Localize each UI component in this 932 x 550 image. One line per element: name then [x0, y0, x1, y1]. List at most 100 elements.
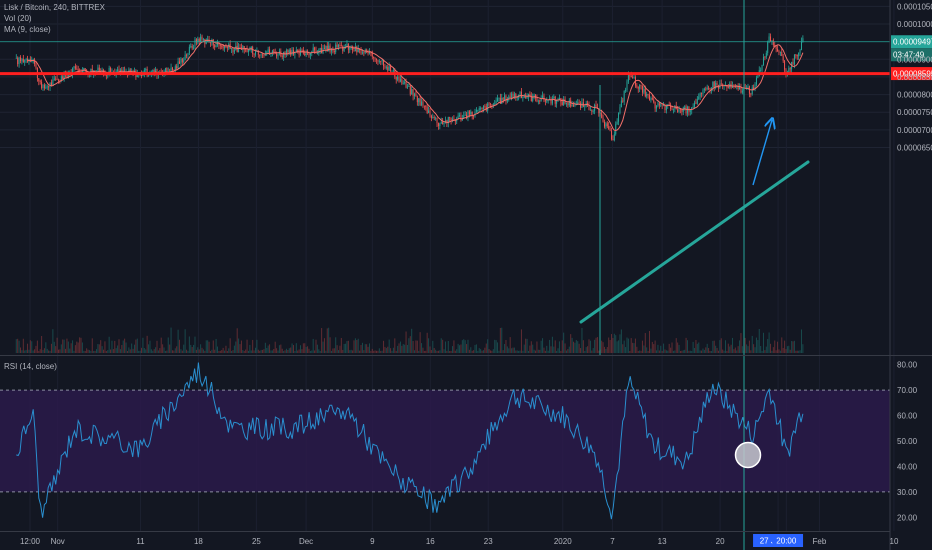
volume-bar — [464, 340, 466, 353]
candle-body — [18, 57, 20, 65]
candle-body — [117, 69, 119, 72]
volume-bar — [520, 329, 522, 353]
volume-bar — [278, 345, 280, 353]
candle-body — [504, 95, 506, 100]
volume-bar — [295, 343, 297, 353]
volume-bar — [796, 350, 798, 353]
volume-bar — [354, 338, 356, 353]
candle-body — [177, 61, 179, 69]
volume-bar — [421, 343, 423, 353]
volume-bar — [125, 342, 127, 353]
volume-bar — [540, 340, 542, 353]
volume-bar — [412, 340, 414, 353]
volume-bar — [792, 341, 794, 353]
candle-body — [498, 97, 500, 99]
volume-bar — [259, 350, 261, 353]
volume-bar — [663, 343, 665, 353]
candle-body — [626, 81, 628, 91]
volume-legend[interactable]: Vol (20) — [4, 14, 32, 23]
volume-bar — [497, 342, 499, 353]
candle-body — [186, 54, 188, 56]
volume-bar — [426, 332, 428, 353]
volume-bar — [76, 341, 78, 353]
candle-body — [429, 110, 431, 116]
volume-bar — [574, 342, 576, 353]
volume-bar — [560, 350, 562, 353]
candle-body — [772, 40, 774, 45]
candle-body — [525, 96, 527, 99]
volume-bar — [553, 346, 555, 353]
candle-body — [570, 100, 572, 107]
ascending-trendline — [579, 160, 810, 324]
candle-body — [506, 99, 508, 102]
candle-body — [536, 97, 538, 102]
candle-body — [295, 49, 297, 52]
volume-bar — [632, 342, 634, 353]
rsi-tick-label: 50.00 — [897, 437, 918, 446]
candle-body — [323, 48, 325, 50]
volume-bar — [564, 343, 566, 353]
candles — [15, 33, 804, 142]
candle-body — [671, 108, 673, 110]
volume-bar — [649, 331, 651, 353]
rsi-legend[interactable]: RSI (14, close) — [4, 362, 57, 371]
candle-body — [395, 76, 397, 80]
candle-body — [342, 46, 344, 51]
volume-bar — [394, 338, 396, 353]
volume-bar — [345, 343, 347, 353]
candle-body — [15, 58, 17, 59]
candle-body — [796, 54, 798, 57]
symbol-legend[interactable]: Lisk / Bitcoin, 240, BITTREX — [4, 3, 105, 12]
candle-body — [339, 44, 341, 46]
volume-bar — [267, 345, 269, 353]
candle-body — [515, 93, 517, 98]
candle-body — [551, 97, 553, 104]
candle-body — [468, 111, 470, 115]
candle-body — [214, 45, 216, 48]
volume-bar — [620, 329, 622, 353]
candle-body — [253, 53, 255, 55]
volume-bar — [264, 342, 266, 353]
candle-body — [565, 103, 567, 104]
ma-legend[interactable]: MA (9, close) — [4, 25, 51, 34]
candle-body — [254, 51, 256, 55]
volume-bar — [409, 336, 411, 353]
volume-bar — [450, 350, 452, 353]
candle-body — [312, 47, 314, 52]
volume-bar — [563, 332, 565, 353]
volume-bar — [724, 340, 726, 353]
volume-bar — [523, 344, 525, 353]
candle-body — [537, 100, 539, 102]
candle-body — [767, 42, 769, 53]
candle-body — [60, 76, 62, 81]
candle-body — [187, 53, 189, 56]
volume-bar — [786, 346, 788, 353]
volume-bar — [366, 344, 368, 353]
volume-bar — [209, 350, 211, 353]
volume-bar — [688, 350, 690, 353]
price-tick-label: 0.00007500 — [897, 108, 932, 117]
volume-bar — [343, 343, 345, 353]
volume-bar — [42, 349, 44, 353]
candle-body — [802, 38, 804, 42]
volume-bar — [52, 329, 54, 353]
volume-bar — [211, 349, 213, 353]
volume-bar — [747, 346, 749, 353]
candle-body — [436, 117, 438, 124]
candle-body — [535, 94, 537, 98]
candle-body — [526, 97, 528, 99]
volume-bar — [478, 348, 480, 353]
volume-bar — [235, 341, 237, 353]
candle-body — [492, 104, 494, 106]
candle-body — [283, 51, 285, 57]
volume-bar — [678, 344, 680, 353]
volume-bar — [131, 343, 133, 353]
volume-bar — [122, 340, 124, 353]
candle-body — [67, 74, 69, 78]
volume-bar — [356, 340, 358, 353]
volume-bar — [222, 347, 224, 353]
volume-bar — [637, 350, 639, 353]
candle-body — [453, 118, 455, 120]
